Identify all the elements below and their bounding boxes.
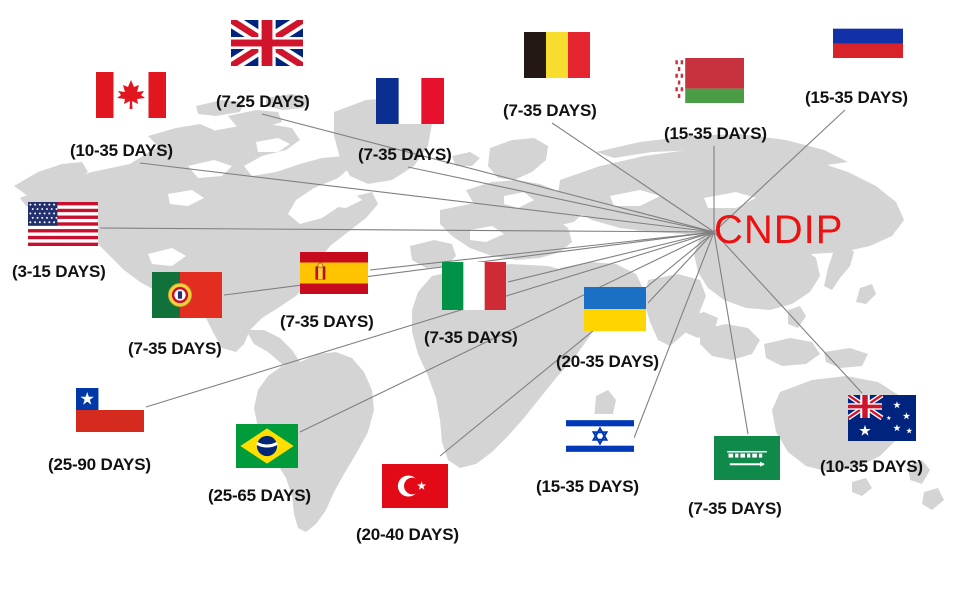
flag-spain-icon xyxy=(300,252,368,294)
flag-australia-icon xyxy=(848,395,916,441)
flag-russia-icon xyxy=(833,14,903,58)
days-label-chile: (25-90 DAYS) xyxy=(48,455,151,474)
flag-italy-icon xyxy=(442,262,506,310)
flag-portugal-icon xyxy=(152,272,222,318)
flag-brazil-icon xyxy=(236,424,298,468)
days-label-spain: (7-35 DAYS) xyxy=(280,312,374,331)
flag-france-icon xyxy=(376,78,444,124)
route-line-canada xyxy=(139,162,715,233)
days-label-canada: (10-35 DAYS) xyxy=(70,141,173,160)
route-line-israel xyxy=(633,231,715,439)
route-line-saudi-arabia xyxy=(713,231,749,435)
flag-belarus-icon xyxy=(674,58,744,103)
days-label-france: (7-35 DAYS) xyxy=(358,145,452,164)
flag-uk-icon xyxy=(231,20,303,66)
flag-saudi-arabia-icon xyxy=(714,436,780,480)
flag-chile-icon xyxy=(76,388,144,432)
route-line-ukraine xyxy=(647,231,715,304)
route-line-australia xyxy=(713,231,863,394)
flag-belgium-icon xyxy=(524,32,590,78)
days-label-portugal: (7-35 DAYS) xyxy=(128,339,222,358)
route-line-united-states xyxy=(99,227,715,233)
days-label-belgium: (7-35 DAYS) xyxy=(503,101,597,120)
flag-israel-icon xyxy=(566,414,634,458)
flag-ukraine-icon xyxy=(584,287,646,331)
flag-turkey-icon xyxy=(382,464,448,508)
days-label-italy: (7-35 DAYS) xyxy=(424,328,518,347)
route-line-italy xyxy=(507,231,715,283)
days-label-israel: (15-35 DAYS) xyxy=(536,477,639,496)
days-label-turkey: (20-40 DAYS) xyxy=(356,525,459,544)
days-label-ukraine: (20-35 DAYS) xyxy=(556,352,659,371)
route-line-france xyxy=(407,166,715,233)
route-line-united-kingdom xyxy=(261,113,715,233)
route-line-spain xyxy=(369,231,715,271)
flag-canada-icon xyxy=(96,72,166,118)
hub-label-cndip: CNDIP xyxy=(714,208,844,252)
days-label-australia: (10-35 DAYS) xyxy=(820,457,923,476)
days-label-belarus: (15-35 DAYS) xyxy=(664,124,767,143)
flag-usa-icon xyxy=(28,202,98,246)
days-label-russia: (15-35 DAYS) xyxy=(805,88,908,107)
days-label-saudi-arabia: (7-35 DAYS) xyxy=(688,499,782,518)
days-label-united-states: (3-15 DAYS) xyxy=(12,262,106,281)
days-label-brazil: (25-65 DAYS) xyxy=(208,486,311,505)
days-label-united-kingdom: (7-25 DAYS) xyxy=(216,92,310,111)
